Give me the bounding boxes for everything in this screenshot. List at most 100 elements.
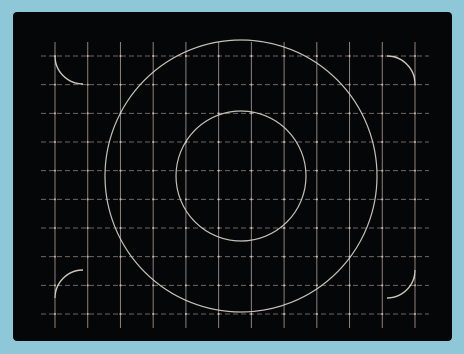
grid-intersection-dot xyxy=(152,255,155,258)
grid-intersection-dot xyxy=(381,83,384,86)
grid-intersection-dot xyxy=(315,83,318,86)
grid-intersection-dot xyxy=(152,198,155,201)
grid-intersection-dot xyxy=(86,112,89,115)
grid-intersection-dot xyxy=(381,112,384,115)
grid-intersection-dot xyxy=(119,169,122,172)
grid-intersection-dot xyxy=(250,169,253,172)
corner-arc-top-right xyxy=(386,55,416,85)
grid-intersection-dot xyxy=(282,284,286,287)
grid-intersection-dot xyxy=(53,112,57,115)
grid-intersection-dot xyxy=(413,112,417,115)
grid-intersection-dot xyxy=(119,255,122,258)
grid-intersection-dot xyxy=(250,312,253,316)
grid-intersection-dot xyxy=(119,312,122,316)
grid-intersection-dot xyxy=(381,54,384,58)
grid-intersection-dot xyxy=(152,54,155,58)
grid-intersection-dot xyxy=(348,112,351,115)
grid-intersection-dot xyxy=(152,112,155,115)
grid-intersection-dot xyxy=(282,312,286,316)
grid-intersection-dot xyxy=(250,54,253,58)
grid-intersection-dot xyxy=(315,226,318,230)
crosshatch-grid xyxy=(41,42,429,328)
grid-intersection-dot xyxy=(152,83,155,86)
grid-intersection-dot xyxy=(348,312,351,316)
grid-intersection-dot xyxy=(250,198,253,201)
grid-intersection-dot xyxy=(86,312,89,316)
grid-intersection-dot xyxy=(315,54,318,58)
grid-intersection-dot xyxy=(315,112,318,115)
grid-intersection-dot xyxy=(217,312,220,316)
grid-intersection-dot xyxy=(184,284,188,287)
grid-intersection-dot xyxy=(184,226,188,230)
grid-intersection-dot xyxy=(413,255,417,258)
grid-intersection-dot xyxy=(282,83,286,86)
grid-intersection-dot xyxy=(119,54,122,58)
grid-intersection-dot xyxy=(86,54,89,58)
grid-intersection-dot xyxy=(217,112,220,115)
grid-intersection-dot xyxy=(184,312,188,316)
corner-arc-top-left xyxy=(54,55,84,85)
grid-intersection-dot xyxy=(152,140,155,144)
grid-intersection-dot xyxy=(184,54,188,58)
grid-intersection-dot xyxy=(86,198,89,201)
grid-intersection-dot xyxy=(217,255,220,258)
grid-intersection-dot xyxy=(282,198,286,201)
grid-intersection-dot xyxy=(119,284,122,287)
corner-arcs xyxy=(54,55,416,299)
grid-intersection-dot xyxy=(217,83,220,86)
grid-intersection-dot xyxy=(250,226,253,230)
grid-intersection-dot xyxy=(348,83,351,86)
grid-intersection-dot xyxy=(381,284,384,287)
grid-intersection-dot xyxy=(282,226,286,230)
grid-intersection-dot xyxy=(413,226,417,230)
grid-intersection-dot xyxy=(348,198,351,201)
grid-intersection-dot xyxy=(86,83,89,86)
grid-intersection-dot xyxy=(86,140,89,144)
grid-intersection-dot xyxy=(315,140,318,144)
grid-intersection-dot xyxy=(53,198,57,201)
grid-intersection-dot xyxy=(53,255,57,258)
grid-intersection-dot xyxy=(184,198,188,201)
grid-intersection-dot xyxy=(413,54,417,58)
grid-intersection-dot xyxy=(119,140,122,144)
grid-intersection-dot xyxy=(53,226,57,230)
grid-intersection-dot xyxy=(381,226,384,230)
grid-intersection-dot xyxy=(413,83,417,86)
grid-intersection-dot xyxy=(250,83,253,86)
grid-intersection-dot xyxy=(217,169,220,172)
grid-intersection-dot xyxy=(152,169,155,172)
inner-convergence-circle xyxy=(175,110,307,242)
grid-intersection-dot xyxy=(282,140,286,144)
grid-intersection-dot xyxy=(217,284,220,287)
grid-intersection-dot xyxy=(381,312,384,316)
grid-intersection-dot xyxy=(250,140,253,144)
grid-intersection-dot xyxy=(413,169,417,172)
display-screen xyxy=(13,12,452,341)
outer-convergence-circle xyxy=(104,39,378,313)
grid-intersection-dot xyxy=(86,226,89,230)
grid-intersection-dot xyxy=(413,312,417,316)
grid-intersection-dot xyxy=(86,255,89,258)
corner-arc-bottom-right xyxy=(386,269,416,299)
grid-intersection-dot xyxy=(315,284,318,287)
grid-intersection-dot xyxy=(119,226,122,230)
grid-intersection-dot xyxy=(184,169,188,172)
grid-intersection-dot xyxy=(413,284,417,287)
grid-intersection-dot xyxy=(152,226,155,230)
grid-intersection-dot xyxy=(348,140,351,144)
grid-intersection-dot xyxy=(53,312,57,316)
grid-intersection-dot xyxy=(119,83,122,86)
grid-intersection-dot xyxy=(152,284,155,287)
grid-intersection-dot xyxy=(53,169,57,172)
corner-arc-bottom-left xyxy=(54,269,84,299)
grid-intersection-dot xyxy=(184,112,188,115)
grid-intersection-dot xyxy=(282,54,286,58)
grid-intersection-dot xyxy=(348,284,351,287)
grid-intersection-dot xyxy=(315,198,318,201)
grid-intersection-dot xyxy=(184,255,188,258)
grid-intersection-dot xyxy=(315,312,318,316)
test-pattern xyxy=(41,39,429,328)
grid-intersection-dot xyxy=(315,255,318,258)
grid-intersection-dot xyxy=(152,312,155,316)
